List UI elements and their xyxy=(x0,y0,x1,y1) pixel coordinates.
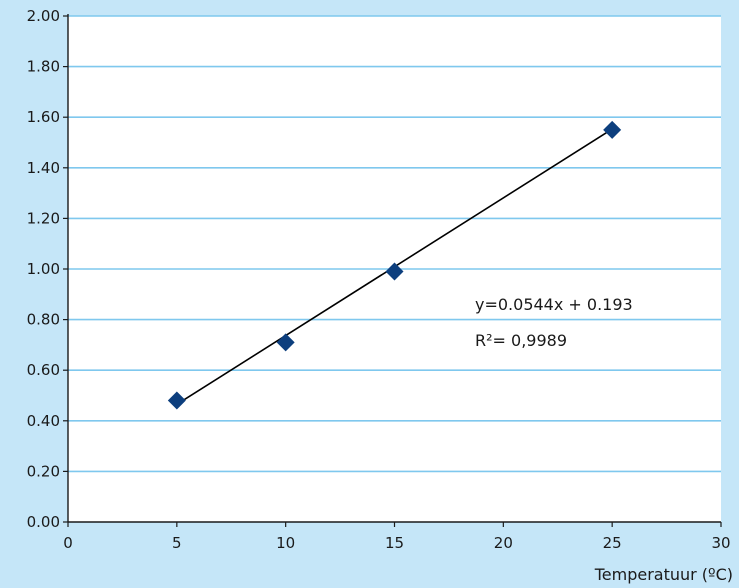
x-tick-label: 15 xyxy=(385,534,404,552)
y-tick-label: 2.00 xyxy=(27,7,60,25)
data-point xyxy=(167,391,186,410)
x-axis-ticks: 0 5 10 15 20 25 30 xyxy=(63,522,731,552)
y-tick-label: 0.60 xyxy=(27,361,60,379)
y-tick-label: 0.00 xyxy=(27,513,60,531)
x-tick-label: 0 xyxy=(63,534,73,552)
y-tick-label: 1.40 xyxy=(27,159,60,177)
y-tick-label: 0.40 xyxy=(27,412,60,430)
y-tick-label: 0.80 xyxy=(27,311,60,329)
y-tick-label: 1.00 xyxy=(27,260,60,278)
data-point xyxy=(603,120,622,139)
y-tick-label: 1.60 xyxy=(27,108,60,126)
x-tick-label: 20 xyxy=(494,534,513,552)
trendline-equation: y=0.0544x + 0.193 xyxy=(475,295,633,314)
y-tick-label: 0.20 xyxy=(27,462,60,480)
gridlines xyxy=(68,15,721,473)
x-tick-label: 30 xyxy=(711,534,730,552)
x-tick-label: 5 xyxy=(172,534,182,552)
data-point xyxy=(385,262,404,281)
r-squared-label: R²= 0,9989 xyxy=(475,331,567,350)
y-tick-label: 1.80 xyxy=(27,58,60,76)
data-points xyxy=(167,120,622,410)
data-point xyxy=(276,333,295,352)
x-axis-label: Temperatuur (ºC) xyxy=(594,565,733,584)
y-axis-ticks: 0.00 0.20 0.40 0.60 0.80 1.00 1.20 1.40 1.60 1.80… xyxy=(27,7,68,531)
x-tick-label: 25 xyxy=(603,534,622,552)
x-tick-label: 10 xyxy=(276,534,295,552)
y-tick-label: 1.20 xyxy=(27,209,60,227)
